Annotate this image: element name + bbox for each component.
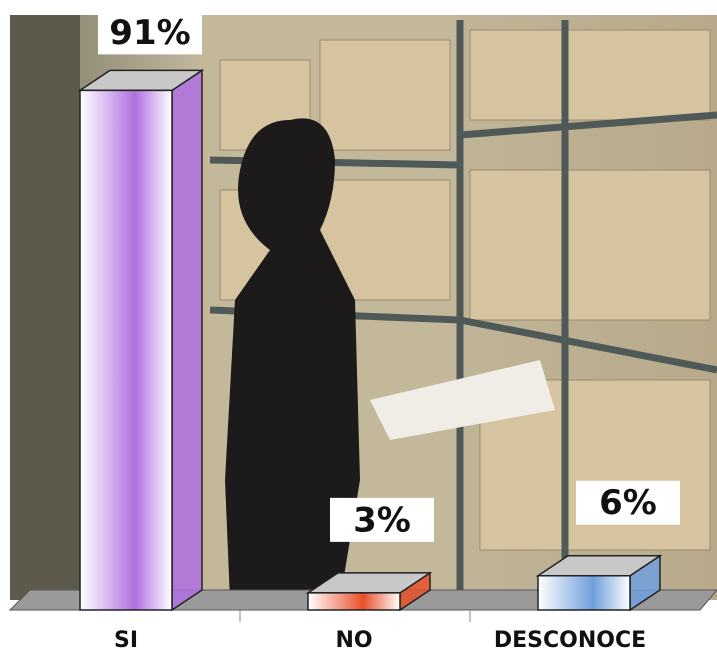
bar xyxy=(307,592,401,611)
value-label: 3% xyxy=(353,500,411,540)
bar-side xyxy=(171,68,203,612)
bar xyxy=(537,574,631,611)
x-tick-label: DESCONOCE xyxy=(494,628,646,653)
value-label-box xyxy=(576,480,680,525)
value-label: 91% xyxy=(109,13,190,53)
bar xyxy=(79,89,173,611)
x-tick-label: SI xyxy=(114,628,138,653)
value-label-box xyxy=(98,10,202,55)
x-tick-label: NO xyxy=(335,628,372,653)
value-label: 6% xyxy=(599,483,657,523)
background-photo xyxy=(10,15,717,600)
value-label-box xyxy=(330,497,434,542)
